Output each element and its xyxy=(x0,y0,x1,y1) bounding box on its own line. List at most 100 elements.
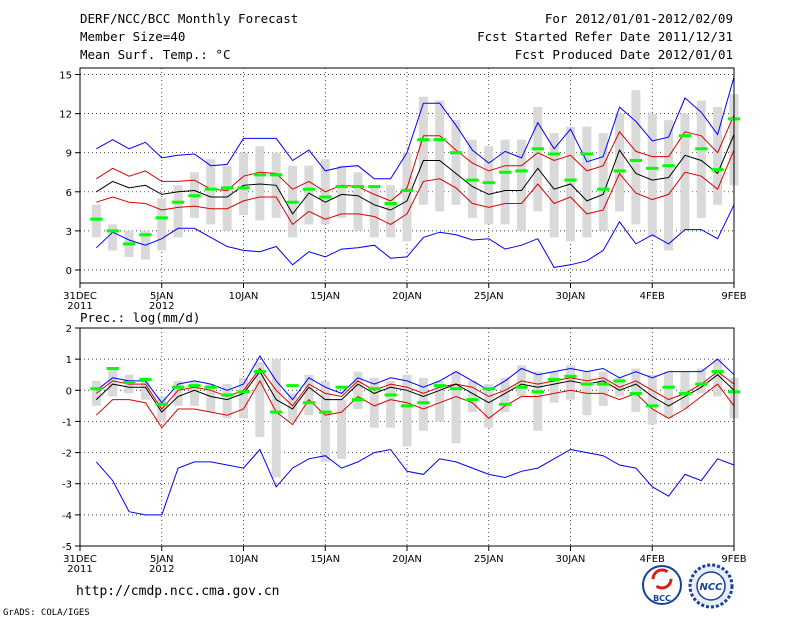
ncc-logo-text: NCC xyxy=(699,582,723,593)
temp-median-marker xyxy=(221,186,234,190)
prec-median-marker xyxy=(286,384,299,388)
temp-median-marker xyxy=(319,195,332,199)
prec-median-marker xyxy=(400,404,414,408)
temp-median-marker xyxy=(629,159,643,163)
prec-range-bar xyxy=(271,359,281,478)
prec-xtick-label: 30JAN xyxy=(556,554,586,565)
temp-range-bar xyxy=(173,185,183,238)
temp-range-bar xyxy=(713,107,723,205)
temp-range-bar xyxy=(353,172,363,231)
temp-xtick-label: 20JAN xyxy=(392,291,422,302)
prec-range-bar xyxy=(484,384,494,428)
source-url: http://cmdp.ncc.cma.gov.cn xyxy=(76,584,280,599)
chart-title: DERF/NCC/BCC Monthly Forecast xyxy=(80,11,298,26)
prec-range-bar xyxy=(108,368,118,397)
prec-median-marker xyxy=(417,401,430,405)
temp-xtick-year-label: 2011 xyxy=(67,301,92,312)
prec-range-bar xyxy=(140,377,150,400)
temp-median-marker xyxy=(106,229,119,233)
temp-median-marker xyxy=(384,202,397,206)
prec-median-marker xyxy=(678,391,692,395)
started-refer-date: Fcst Started Refer Date 2011/12/31 xyxy=(477,29,733,44)
temp-median-marker xyxy=(433,138,446,142)
temp-range-bar xyxy=(582,126,592,238)
prec-median-marker xyxy=(531,390,544,394)
temp-range-bar xyxy=(386,185,396,238)
prec-ens-max-line xyxy=(95,355,735,404)
prec-range-bar xyxy=(435,380,445,422)
temperature-panel-title: Mean Surf. Temp.: °C xyxy=(80,47,231,62)
temp-median-marker xyxy=(155,216,168,220)
prec-range-bar xyxy=(598,371,608,406)
prec-xtick-label: 25JAN xyxy=(474,554,504,565)
precipitation-panel-title: Prec.: log(mm/d) xyxy=(80,310,200,325)
prec-ytick-label: -4 xyxy=(62,511,72,522)
prec-range-bar xyxy=(402,374,412,447)
bcc-logo-text: BCC xyxy=(653,594,671,603)
temp-median-marker xyxy=(597,187,610,191)
member-size: Member Size=40 xyxy=(80,29,185,44)
temp-median-marker xyxy=(368,185,381,189)
prec-xtick-label: 9FEB xyxy=(721,554,746,565)
temp-median-marker xyxy=(351,185,365,189)
temp-range-bar xyxy=(631,90,641,225)
prec-pct-high-line xyxy=(95,367,735,410)
temp-median-marker xyxy=(400,188,414,192)
temp-range-bar xyxy=(108,224,118,251)
prec-median-marker xyxy=(384,393,397,397)
prec-median-marker xyxy=(188,384,201,388)
prec-ytick-label: -2 xyxy=(62,449,72,460)
temp-median-marker xyxy=(204,187,217,191)
prec-median-marker xyxy=(482,387,495,391)
prec-range-bar xyxy=(255,362,265,437)
forecast-period: For 2012/01/01-2012/02/09 xyxy=(545,11,733,26)
temp-median-marker xyxy=(466,178,479,182)
prec-ytick-label: -5 xyxy=(62,542,72,553)
prec-ytick-label: -3 xyxy=(62,480,72,491)
temp-median-marker xyxy=(237,186,250,190)
temp-range-bar xyxy=(500,139,510,225)
prec-ytick-label: 0 xyxy=(66,386,72,397)
temp-ytick-label: 0 xyxy=(66,266,72,277)
temp-range-bar xyxy=(304,165,314,225)
temp-median-marker xyxy=(695,147,708,151)
temp-range-bar xyxy=(239,152,248,216)
temp-ytick-label: 6 xyxy=(66,188,72,199)
temp-median-marker xyxy=(139,233,152,237)
temp-pct-high-line xyxy=(96,114,735,202)
temp-xtick-label: 4FEB xyxy=(640,291,665,302)
temp-range-bar xyxy=(647,113,657,238)
prec-range-bar xyxy=(222,384,232,419)
prec-ytick-label: -1 xyxy=(62,417,72,428)
prec-ytick-label: 2 xyxy=(66,324,72,335)
prec-median-marker xyxy=(171,385,185,389)
prec-range-bar xyxy=(566,365,575,400)
temp-range-bar xyxy=(664,120,674,251)
temp-median-marker xyxy=(417,138,430,142)
temp-ens-max-line xyxy=(96,76,735,180)
temp-median-marker xyxy=(531,147,544,151)
temp-range-bar xyxy=(598,133,608,231)
prec-median-marker xyxy=(449,387,463,391)
prec-median-marker xyxy=(597,382,610,386)
prec-median-marker xyxy=(515,385,528,389)
prec-range-bar xyxy=(386,380,396,428)
temp-median-marker xyxy=(90,217,103,221)
temp-median-marker xyxy=(188,194,201,198)
temp-ytick-label: 12 xyxy=(59,110,72,121)
temp-xtick-label: 5JAN xyxy=(150,291,173,302)
prec-median-marker xyxy=(302,401,316,405)
prec-median-marker xyxy=(613,379,626,383)
prec-range-bar xyxy=(337,399,347,459)
prec-median-marker xyxy=(221,393,234,397)
temp-ytick-label: 3 xyxy=(66,227,72,238)
temp-median-marker xyxy=(580,152,593,156)
temp-range-bar xyxy=(402,152,412,242)
prec-range-bar xyxy=(713,359,723,397)
prec-range-bar xyxy=(696,368,706,394)
temp-ytick-label: 15 xyxy=(59,71,72,82)
prec-range-bar xyxy=(369,377,379,428)
temp-range-bar xyxy=(255,146,265,221)
